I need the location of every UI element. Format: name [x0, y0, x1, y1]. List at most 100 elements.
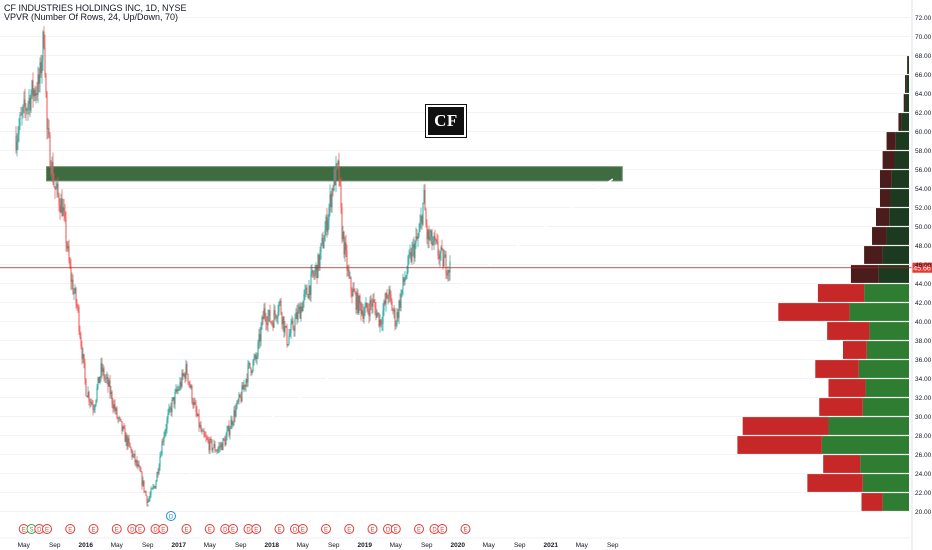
vp-down-bar	[872, 227, 887, 245]
candle-body	[87, 391, 89, 398]
candle-body	[264, 308, 266, 318]
candle-body	[24, 99, 26, 108]
vp-down-bar	[864, 246, 883, 264]
event-marker-circle[interactable]	[251, 524, 262, 534]
candle-body	[206, 437, 208, 440]
candle-body	[443, 257, 445, 267]
candle-body	[119, 417, 121, 420]
event-marker-circle[interactable]	[166, 511, 176, 521]
price-axis[interactable]: 72.00 70.00 68.00 66.00 64.00 62.00 60.00 58.00…	[911, 0, 932, 550]
event-marker-label: E	[208, 527, 212, 533]
candle-body	[412, 244, 414, 248]
event-marker[interactable]: E	[460, 524, 471, 534]
event-marker[interactable]: E	[344, 524, 355, 534]
event-marker-circle[interactable]	[65, 524, 76, 534]
event-marker[interactable]: E	[111, 524, 122, 534]
event-marker[interactable]: D	[429, 524, 440, 534]
event-marker-circle[interactable]	[111, 524, 122, 534]
candle-body	[104, 378, 106, 380]
candle-body	[210, 439, 212, 441]
candle-body	[289, 333, 291, 337]
event-marker-circle[interactable]	[274, 524, 285, 534]
candle-body	[237, 400, 239, 402]
event-marker[interactable]: E	[251, 524, 262, 534]
event-marker[interactable]: E	[135, 524, 145, 534]
indicator-legend[interactable]: VPVR (Number Of Rows, 24, Up/Down, 70)	[4, 12, 179, 22]
event-marker[interactable]: E	[228, 524, 238, 534]
event-marker-circle[interactable]	[460, 524, 471, 534]
candle-body	[408, 254, 410, 257]
candle-body	[361, 310, 363, 315]
vp-down-bar	[778, 303, 850, 321]
candle-body	[92, 404, 94, 410]
candle-body	[380, 319, 382, 325]
event-marker[interactable]: E	[437, 524, 448, 534]
candle-body	[203, 430, 205, 435]
price-tick-label: 38.00	[915, 338, 932, 345]
event-marker-circle[interactable]	[321, 524, 331, 534]
event-marker[interactable]: E	[274, 524, 285, 534]
candle-body	[340, 185, 342, 208]
event-marker-circle[interactable]	[135, 524, 145, 534]
event-marker[interactable]: E	[297, 524, 308, 534]
event-marker[interactable]: D	[166, 511, 176, 521]
event-marker-circle[interactable]	[158, 524, 169, 534]
event-marker-circle[interactable]	[181, 524, 192, 534]
candle-body	[377, 312, 379, 314]
event-marker[interactable]: E	[321, 524, 331, 534]
event-marker[interactable]: E	[158, 524, 169, 534]
price-tick-label: 52.00	[915, 205, 932, 212]
candle-body	[260, 326, 262, 342]
candle-body	[300, 306, 302, 319]
event-marker[interactable]: D	[243, 524, 254, 534]
candle-body	[303, 294, 305, 302]
time-axis[interactable]: May Sep 2016 May Sep 2017 May Sep 2018 May Sep 2019…	[0, 537, 910, 549]
price-tick-label: 48.00	[915, 243, 932, 250]
event-marker-circle[interactable]	[88, 524, 99, 534]
event-marker[interactable]: E	[181, 524, 192, 534]
event-marker-label: E	[138, 527, 142, 533]
candle-body	[161, 441, 163, 456]
event-marker-circle[interactable]	[204, 524, 215, 534]
price-tick-label: 62.00	[915, 110, 932, 117]
event-marker-circle[interactable]	[42, 524, 52, 534]
candle-body	[43, 31, 45, 48]
candle-body	[446, 273, 448, 276]
event-marker[interactable]: E	[88, 524, 99, 534]
candle-body	[362, 310, 364, 319]
candle-body	[95, 399, 97, 406]
candle-body	[170, 407, 172, 412]
event-marker-label: E	[324, 527, 328, 533]
candle-body	[41, 60, 43, 74]
candle-body	[155, 481, 157, 489]
event-marker[interactable]: E	[65, 524, 76, 534]
candle-body	[394, 309, 396, 326]
event-marker-circle[interactable]	[228, 524, 238, 534]
candle-body	[370, 300, 372, 304]
event-marker-circle[interactable]	[297, 524, 308, 534]
event-marker-circle[interactable]	[344, 524, 355, 534]
candle-body	[67, 246, 69, 249]
candle-body	[153, 486, 155, 487]
candle-body	[27, 104, 29, 110]
event-marker-circle[interactable]	[367, 524, 378, 534]
candle-body	[448, 269, 450, 273]
trendline-line[interactable]	[147, 178, 614, 505]
candle-body	[344, 242, 346, 255]
event-marker-circle[interactable]	[390, 524, 401, 534]
candle-body	[436, 239, 438, 243]
candle-body	[407, 256, 409, 273]
event-marker[interactable]: E	[390, 524, 401, 534]
event-marker-circle[interactable]	[437, 524, 448, 534]
event-marker[interactable]: E	[367, 524, 378, 534]
candle-body	[29, 97, 31, 111]
trendline[interactable]	[147, 178, 614, 505]
event-marker[interactable]: E	[414, 524, 424, 534]
candle-body	[138, 464, 140, 467]
event-marker[interactable]: E	[42, 524, 52, 534]
price-tick-label: 72.00	[915, 15, 932, 22]
event-marker-circle[interactable]	[414, 524, 424, 534]
event-marker[interactable]: E	[204, 524, 215, 534]
vp-up-bar	[821, 436, 909, 454]
